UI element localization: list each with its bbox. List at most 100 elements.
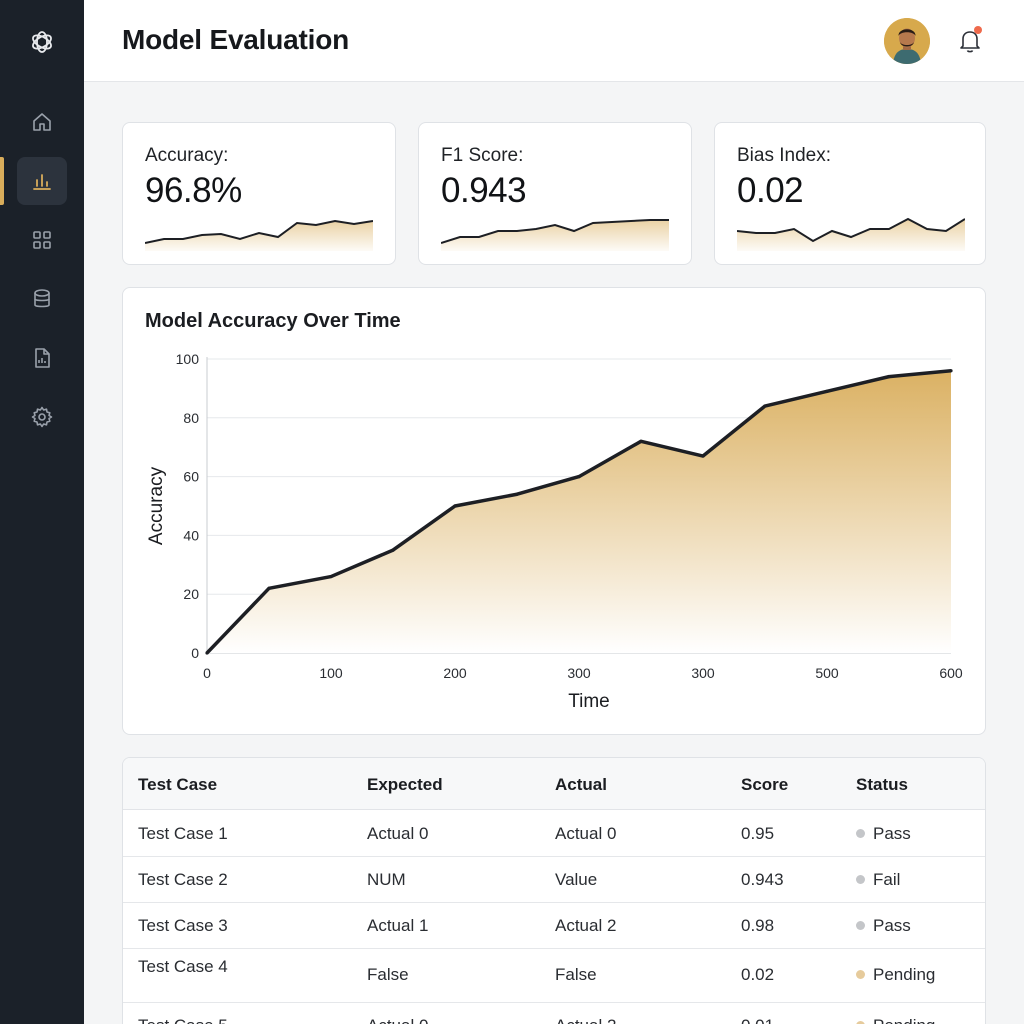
accuracy-chart-card: Model Accuracy Over Time 0 20 40 60 80 100 0 10…: [122, 287, 986, 735]
cell-expected: Actual 1: [367, 916, 429, 935]
cell-test-case: Test Case 2: [138, 870, 228, 889]
metric-value: 96.8%: [145, 171, 242, 210]
status-label: Pending: [873, 965, 936, 984]
cell-actual: Actual 2: [555, 1016, 616, 1024]
data-point: [577, 475, 581, 479]
cell-test-case: Test Case 1: [138, 824, 228, 843]
status-label: Pass: [873, 824, 911, 843]
app-logo-icon[interactable]: [24, 24, 60, 60]
status-badge: Fail: [856, 870, 900, 890]
metric-card-f1-score: F1 Score: 0.943: [418, 122, 692, 265]
gear-icon: [31, 406, 53, 428]
grid-icon: [33, 231, 51, 249]
sidebar-item-dashboard[interactable]: [17, 216, 67, 264]
status-badge: Pass: [856, 824, 911, 844]
chart-title: Model Accuracy Over Time: [145, 310, 401, 332]
data-point: [825, 389, 829, 393]
status-dot: [856, 875, 865, 885]
cell-actual: False: [555, 965, 597, 984]
metric-label: Accuracy:: [145, 145, 229, 166]
cell-test-case: Test Case 3: [138, 916, 228, 935]
x-tick-label: 0: [203, 665, 211, 681]
data-point: [205, 651, 209, 655]
sparkline-area: [737, 219, 965, 251]
bar-chart-icon: [33, 174, 51, 190]
table-row[interactable]: Test Case 3 Actual 1 Actual 2 0.98 Pass: [123, 903, 985, 949]
cell-actual: Actual 2: [555, 916, 617, 935]
data-point: [329, 574, 333, 579]
x-tick-label: 600: [939, 665, 963, 681]
sidebar-item-analytics[interactable]: [17, 157, 67, 205]
x-tick-label: 300: [691, 665, 715, 681]
cell-score: 0.943: [741, 870, 784, 889]
metric-label: Bias Index:: [737, 145, 831, 166]
x-tick-label: 200: [443, 665, 467, 681]
sparkline: [441, 219, 669, 251]
table-header-row: Test Case Expected Actual Score Status: [123, 758, 985, 810]
sparkline: [737, 217, 965, 251]
user-avatar[interactable]: [884, 18, 930, 64]
sparkline-area: [145, 221, 373, 251]
data-point: [515, 492, 519, 496]
x-tick-label: 500: [815, 665, 839, 681]
cell-test-case: Test Case 4: [138, 957, 228, 976]
status-label: Fail: [873, 870, 901, 889]
sparkline-line: [441, 219, 669, 244]
accuracy-area: [207, 370, 951, 653]
data-point: [453, 504, 457, 508]
y-tick-label: 0: [191, 645, 199, 661]
data-point: [949, 369, 953, 373]
status-dot: [856, 829, 865, 839]
table-row[interactable]: Test Case 2 NUM Value 0.943 Fail: [123, 857, 985, 903]
column-header-status[interactable]: Status: [856, 775, 908, 794]
column-header-actual[interactable]: Actual: [555, 775, 607, 794]
cell-expected: Actual 0: [367, 824, 429, 843]
sparkline: [145, 219, 373, 251]
status-badge: Pass: [856, 916, 911, 936]
y-tick-label: 20: [183, 586, 199, 602]
report-icon: [35, 348, 50, 368]
status-dot: [856, 921, 865, 931]
top-header: Model Evaluation: [84, 0, 1024, 82]
home-icon: [33, 113, 51, 131]
cell-score: 0.02: [741, 965, 775, 984]
sidebar: [0, 0, 84, 1024]
data-point: [763, 404, 767, 408]
accuracy-area-chart: 0 20 40 60 80 100 0 100 200 300 300 500 600 Time Accur…: [146, 351, 963, 712]
sidebar-item-data[interactable]: [17, 275, 67, 323]
notification-bell-icon[interactable]: [956, 26, 984, 56]
metric-label: F1 Score:: [441, 145, 524, 166]
status-badge: Pending: [856, 1016, 935, 1024]
column-header-test-case[interactable]: Test Case: [138, 775, 218, 794]
cell-test-case: Test Case 5: [138, 1016, 228, 1024]
data-point: [267, 586, 271, 590]
cell-score: 0.01: [741, 1016, 774, 1024]
table-row[interactable]: Test Case 4 False False 0.02 Pending: [123, 949, 985, 1003]
cell-actual: Value: [555, 870, 598, 889]
column-header-expected[interactable]: Expected: [367, 775, 443, 794]
cell-expected: Actual 0: [367, 1016, 428, 1024]
x-axis-label: Time: [568, 691, 610, 712]
y-tick-label: 60: [183, 469, 199, 485]
cell-score: 0.98: [741, 916, 775, 935]
data-point: [701, 454, 705, 458]
active-nav-indicator: [0, 157, 4, 205]
metric-value: 0.943: [441, 171, 527, 210]
cell-actual: Actual 0: [555, 824, 617, 843]
database-icon: [34, 289, 50, 308]
data-point: [887, 375, 891, 379]
table-row[interactable]: Test Case 5 Actual 0 Actual 2 0.01 Pending: [123, 1003, 985, 1024]
status-badge: Pending: [856, 965, 935, 985]
status-dot: [856, 970, 865, 980]
column-header-score[interactable]: Score: [741, 775, 789, 794]
metric-value: 0.02: [737, 171, 804, 210]
cell-expected: NUM: [367, 870, 406, 889]
y-tick-label: 80: [183, 410, 199, 426]
notification-dot: [974, 26, 982, 34]
status-label: Pass: [873, 916, 911, 935]
sidebar-item-home[interactable]: [17, 98, 67, 146]
cell-score: 0.95: [741, 824, 775, 843]
table-row[interactable]: Test Case 1 Actual 0 Actual 0 0.95 Pass: [123, 811, 985, 857]
sidebar-item-reports[interactable]: [17, 334, 67, 382]
sidebar-item-settings[interactable]: [17, 393, 67, 441]
